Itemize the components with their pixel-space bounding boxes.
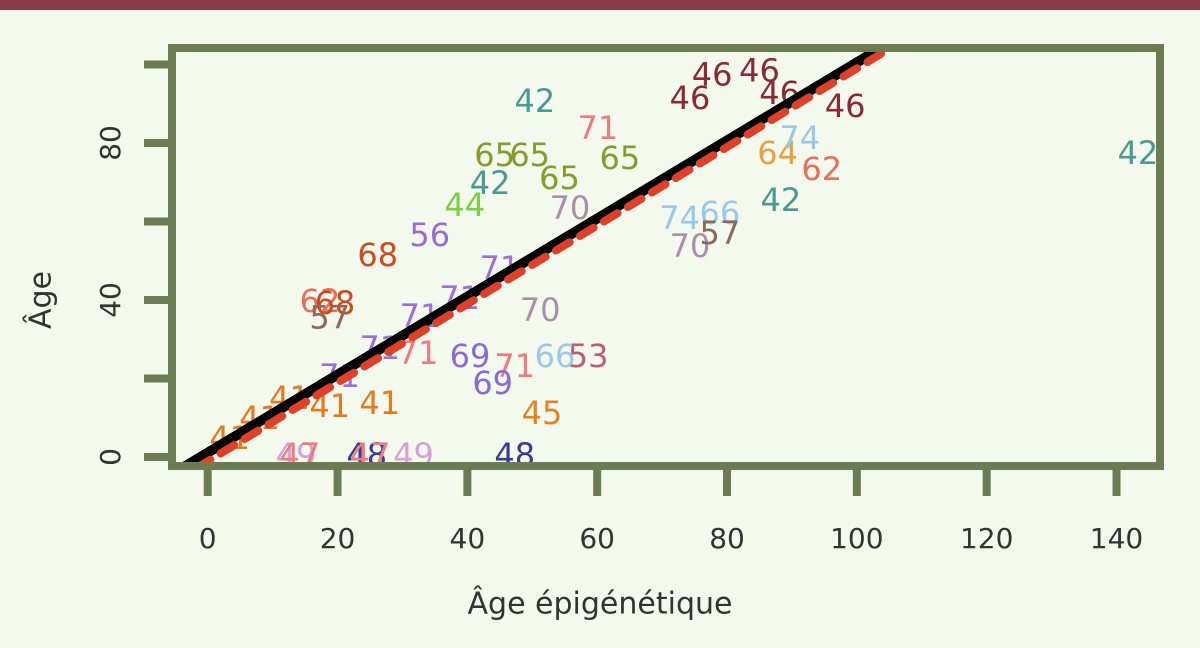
point-label: 45 xyxy=(522,394,563,432)
point-label: 56 xyxy=(409,216,450,254)
point-label: 70 xyxy=(520,291,561,329)
point-label: 57 xyxy=(309,299,350,337)
plot-frame xyxy=(168,44,1164,470)
x-tick-label: 100 xyxy=(830,522,883,555)
point-label: 42 xyxy=(761,181,802,219)
point-label: 71 xyxy=(494,347,535,385)
point-label: 74 xyxy=(779,119,820,157)
point-label: 62 xyxy=(801,150,842,188)
point-label: 66 xyxy=(535,337,576,375)
y-tick-label: 80 xyxy=(94,125,127,161)
point-label: 74 xyxy=(659,199,700,237)
point-label: 44 xyxy=(444,186,485,224)
point-label: 68 xyxy=(357,236,398,274)
point-label: 42 xyxy=(515,82,556,120)
point-label: 65 xyxy=(600,139,641,177)
x-tick-label: 120 xyxy=(960,522,1013,555)
x-tick-label: 40 xyxy=(450,522,486,555)
point-label: 46 xyxy=(739,51,780,89)
x-tick-label: 0 xyxy=(199,522,217,555)
point-label: 57 xyxy=(700,214,741,252)
point-label: 65 xyxy=(474,136,515,174)
fit-line xyxy=(193,48,894,466)
point-label: 66 xyxy=(700,194,741,232)
fit-line xyxy=(177,48,885,466)
point-label: 47 xyxy=(350,436,391,474)
point-label: 49 xyxy=(393,436,434,474)
point-label: 42 xyxy=(470,164,511,202)
point-label: 65 xyxy=(539,159,580,197)
x-tick-label: 20 xyxy=(320,522,356,555)
point-label: 70 xyxy=(550,189,591,227)
point-label: 48 xyxy=(494,436,535,474)
y-tick-label: 40 xyxy=(94,282,127,318)
point-label: 71 xyxy=(577,109,618,147)
point-label: 48 xyxy=(346,436,387,474)
point-label: 62 xyxy=(300,282,341,320)
top-bar xyxy=(0,0,1200,10)
point-label: 47 xyxy=(280,436,321,474)
point-label: 69 xyxy=(472,364,513,402)
x-tick-label: 80 xyxy=(709,522,745,555)
x-axis-label: Âge épigénétique xyxy=(468,586,733,622)
point-label: 46 xyxy=(825,87,866,125)
point-label: 41 xyxy=(359,384,400,422)
point-label: 53 xyxy=(568,337,609,375)
point-label: 69 xyxy=(450,337,491,375)
y-tick-label: 0 xyxy=(94,448,127,466)
point-label: 70 xyxy=(670,227,711,265)
point-label: 64 xyxy=(757,134,798,172)
point-label: 46 xyxy=(670,79,711,117)
x-tick-label: 60 xyxy=(579,522,615,555)
point-label: 46 xyxy=(692,55,733,93)
point-label: 42 xyxy=(1118,134,1159,172)
point-label: 68 xyxy=(315,284,356,322)
x-tick-label: 140 xyxy=(1090,522,1143,555)
point-label: 49 xyxy=(276,436,317,474)
y-axis-label: Âge xyxy=(23,271,59,329)
point-label: 65 xyxy=(509,136,550,174)
